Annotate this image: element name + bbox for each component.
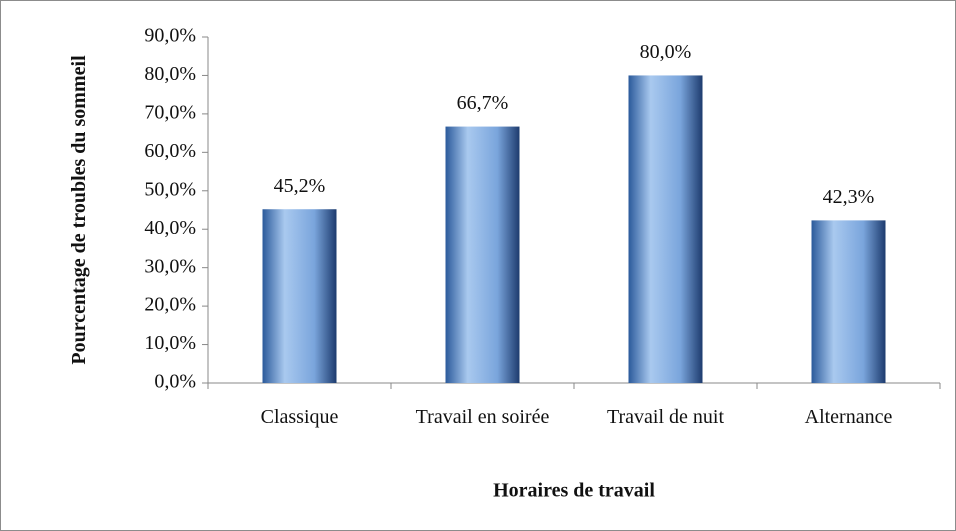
data-label: 42,3% [823, 186, 875, 208]
y-tick-label: 20,0% [144, 294, 196, 316]
y-axis-title: Pourcentage de troubles du sommeil [68, 55, 90, 365]
y-tick-label: 0,0% [154, 371, 196, 393]
bar [811, 220, 886, 383]
y-tick-label: 70,0% [144, 101, 196, 123]
bar [628, 75, 703, 383]
x-tick-label: Travail en soirée [416, 406, 550, 428]
data-label: 80,0% [640, 41, 692, 63]
y-tick-label: 40,0% [144, 217, 196, 239]
x-tick-label: Travail de nuit [607, 406, 724, 428]
y-tick-label: 60,0% [144, 140, 196, 162]
x-tick-label: Classique [261, 406, 339, 428]
bar [445, 126, 520, 383]
y-tick-label: 10,0% [144, 332, 196, 354]
x-axis-title: Horaires de travail [493, 480, 655, 502]
y-tick-label: 90,0% [144, 25, 196, 47]
data-label: 66,7% [457, 92, 509, 114]
y-tick-label: 80,0% [144, 63, 196, 85]
y-tick-label: 30,0% [144, 255, 196, 277]
y-tick-label: 50,0% [144, 178, 196, 200]
x-tick-label: Alternance [805, 406, 893, 428]
bar [262, 209, 337, 383]
data-label: 45,2% [274, 175, 326, 197]
